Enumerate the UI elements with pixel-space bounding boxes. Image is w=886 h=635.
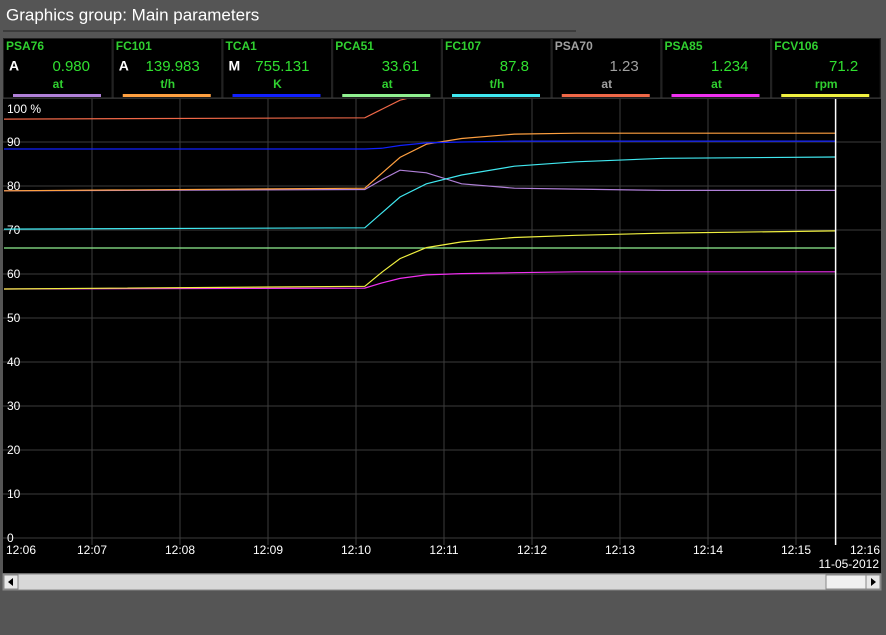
- plot-lines: [3, 99, 836, 290]
- tag-color-bar: [452, 94, 540, 97]
- tag-name: TCA1: [226, 39, 258, 53]
- tag-value: 0.980: [52, 58, 90, 75]
- tag-color-bar: [232, 94, 321, 97]
- y-tick-label: 0: [7, 531, 14, 545]
- y-tick-label: 50: [7, 311, 21, 325]
- tag-panel: [662, 39, 770, 98]
- tag-panel: [113, 39, 222, 98]
- y-tick-label: 100 %: [7, 102, 41, 116]
- tag-unit: at: [382, 77, 393, 91]
- x-tick-label: 12:12: [517, 543, 547, 557]
- tag-panel: [772, 39, 880, 98]
- tag-value: 139.983: [146, 58, 200, 75]
- y-tick-label: 10: [7, 487, 21, 501]
- tag-name: FCV106: [774, 39, 818, 53]
- y-tick-label: 60: [7, 267, 21, 281]
- arrow-right: [871, 578, 876, 586]
- y-tick-label: 30: [7, 399, 21, 413]
- x-tick-label: 12:10: [341, 543, 371, 557]
- x-tick-label: 12:11: [429, 543, 458, 557]
- window-title: Graphics group: Main parameters: [6, 5, 259, 24]
- tag-name: PSA85: [665, 39, 703, 53]
- tag-unit: t/h: [490, 77, 505, 91]
- tag-panel: [4, 39, 112, 98]
- tag-unit: K: [273, 77, 282, 91]
- tag-value: 87.8: [500, 58, 529, 75]
- tag-value: 1.234: [711, 58, 749, 75]
- x-tick-label: 12:08: [165, 543, 195, 557]
- x-tick-label: 12:14: [693, 543, 723, 557]
- tag-color-bar: [122, 94, 211, 97]
- x-tick-label: 12:06: [6, 543, 36, 557]
- date-label: 11-05-2012: [819, 557, 880, 571]
- series-line: [4, 140, 836, 150]
- y-tick-label: 40: [7, 355, 21, 369]
- series-line: [3, 132, 836, 192]
- tag-panel: [223, 39, 331, 98]
- tag-mode: M: [229, 58, 241, 74]
- tag-color-bar: [561, 94, 650, 97]
- tag-value: 1.23: [610, 58, 639, 75]
- tag-name: PSA70: [555, 39, 593, 53]
- arrow-left: [8, 578, 13, 586]
- tag-value: 755.131: [255, 58, 309, 75]
- plot-area: [3, 99, 881, 573]
- tag-value: 71.2: [829, 58, 858, 75]
- series-line: [3, 230, 836, 290]
- tag-unit: at: [53, 77, 64, 91]
- tag-color-bar: [671, 94, 760, 97]
- tag-name: FC107: [445, 39, 481, 53]
- tag-unit: at: [711, 77, 722, 91]
- series-line: [3, 271, 836, 290]
- tag-panel: [443, 39, 551, 98]
- scroll-thumb[interactable]: [825, 574, 867, 590]
- tag-color-bar: [342, 94, 431, 97]
- y-tick-label: 20: [7, 443, 21, 457]
- tag-unit: t/h: [160, 77, 175, 91]
- tag-color-bar: [13, 94, 101, 97]
- series-line: [3, 169, 836, 192]
- series-line: [3, 156, 836, 230]
- x-tick-label: 12:07: [77, 543, 107, 557]
- x-tick-label: 12:09: [253, 543, 283, 557]
- tag-panel: [333, 39, 441, 98]
- tag-color-bar: [781, 94, 870, 97]
- tag-panel: [552, 39, 661, 98]
- tag-unit: rpm: [815, 77, 838, 91]
- scrollbar[interactable]: [2, 573, 882, 591]
- tag-name: FC101: [116, 39, 152, 53]
- x-tick-label: 12:13: [605, 543, 635, 557]
- y-tick-label: 90: [7, 135, 21, 149]
- y-tick-label: 80: [7, 179, 21, 193]
- tag-value: 33.61: [382, 58, 420, 75]
- y-tick-label: 70: [7, 223, 21, 237]
- x-tick-label: 12:16: [850, 543, 880, 557]
- tag-mode: A: [119, 58, 129, 74]
- tag-name: PSA76: [6, 39, 44, 53]
- tag-mode: A: [9, 58, 19, 74]
- series-line: [3, 99, 408, 120]
- tag-name: PCA51: [335, 39, 374, 53]
- tag-unit: at: [601, 77, 612, 91]
- x-tick-label: 12:15: [781, 543, 811, 557]
